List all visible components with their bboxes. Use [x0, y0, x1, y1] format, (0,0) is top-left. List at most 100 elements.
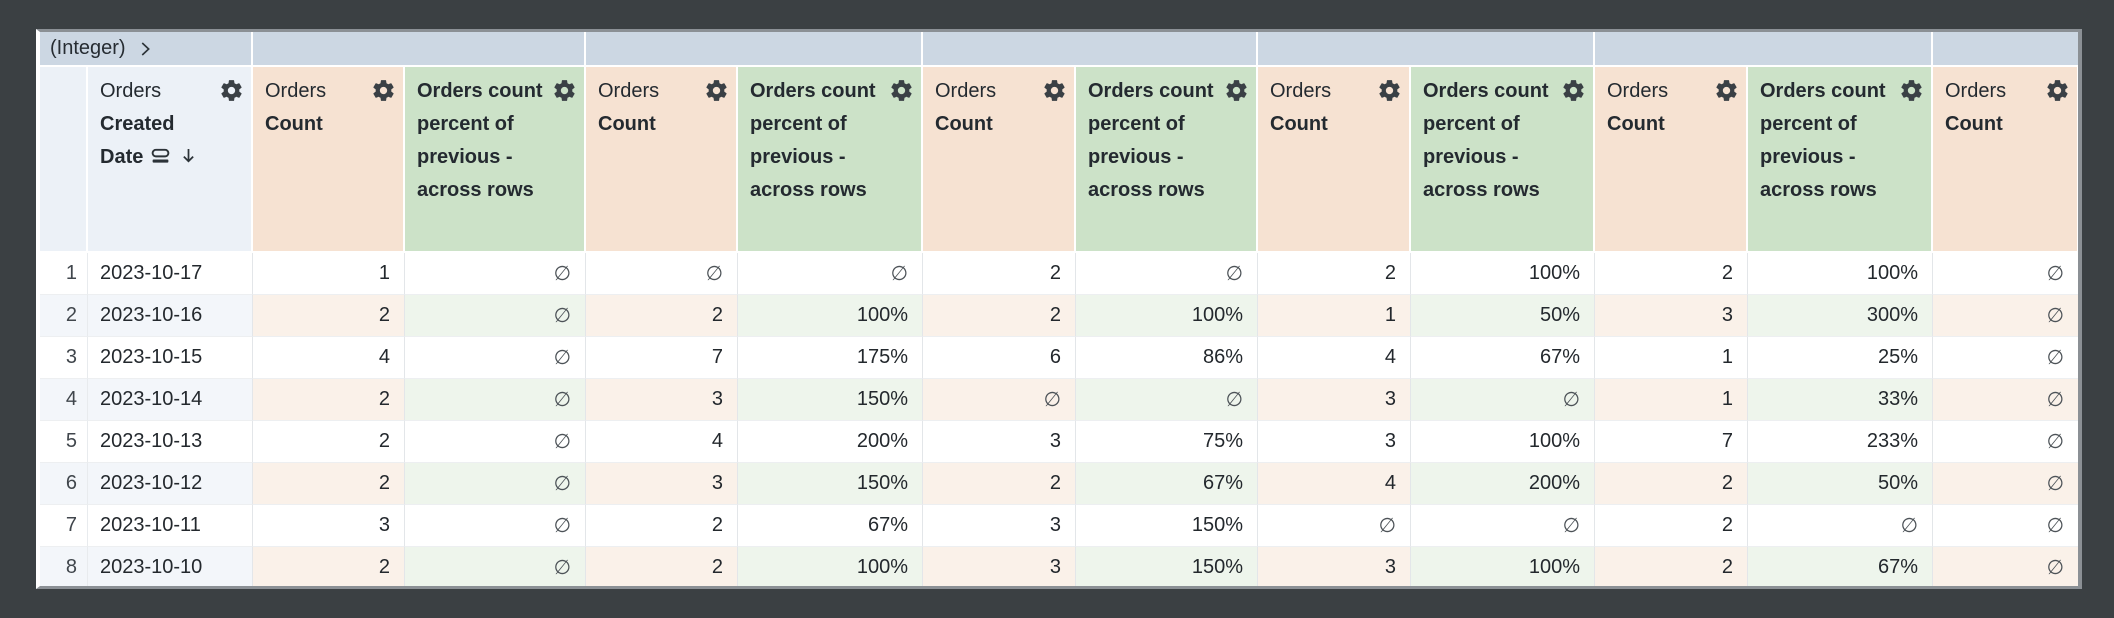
count-value-cell[interactable]: 7 [586, 337, 738, 379]
percent-value-cell[interactable]: ∅ [1411, 379, 1595, 421]
count-value-cell[interactable]: 2 [586, 547, 738, 586]
percent-value-cell[interactable]: ∅ [405, 421, 586, 463]
percent-value-cell[interactable]: ∅ [405, 295, 586, 337]
gear-icon[interactable] [371, 78, 396, 103]
count-value-cell[interactable]: ∅ [1258, 505, 1411, 547]
gear-icon[interactable] [1224, 78, 1249, 103]
count-value-cell[interactable]: 3 [923, 421, 1076, 463]
percent-value-cell[interactable]: 67% [738, 505, 923, 547]
count-value-cell[interactable]: 2 [923, 295, 1076, 337]
count-value-cell[interactable]: 3 [923, 547, 1076, 586]
percent-value-cell[interactable]: 100% [1748, 253, 1933, 295]
column-header-orders-count[interactable]: Orders Count [923, 67, 1076, 253]
count-value-cell[interactable]: 2 [253, 295, 405, 337]
count-value-cell[interactable]: 3 [1595, 295, 1748, 337]
gear-icon[interactable] [1377, 78, 1402, 103]
column-header-orders-count[interactable]: Orders Count [1933, 67, 2078, 253]
count-value-cell[interactable]: 3 [253, 505, 405, 547]
percent-value-cell[interactable]: 150% [738, 463, 923, 505]
count-value-cell[interactable]: 2 [1258, 253, 1411, 295]
percent-value-cell[interactable]: ∅ [405, 253, 586, 295]
column-header-orders-count-percent-of-previous[interactable]: Orders count percent of previous - acros… [1748, 67, 1933, 253]
count-value-cell[interactable]: 1 [1258, 295, 1411, 337]
count-value-cell[interactable]: 4 [1258, 337, 1411, 379]
count-value-cell[interactable]: 2 [1595, 463, 1748, 505]
percent-value-cell[interactable]: ∅ [405, 547, 586, 586]
count-value-cell[interactable]: 2 [923, 463, 1076, 505]
column-header-orders-count-percent-of-previous[interactable]: Orders count percent of previous - acros… [405, 67, 586, 253]
percent-value-cell[interactable]: 300% [1748, 295, 1933, 337]
percent-value-cell[interactable]: 200% [1411, 463, 1595, 505]
gear-icon[interactable] [2045, 78, 2070, 103]
count-value-cell[interactable]: ∅ [586, 253, 738, 295]
count-value-cell[interactable]: 1 [1595, 337, 1748, 379]
percent-value-cell[interactable]: 150% [738, 379, 923, 421]
column-header-orders-count[interactable]: Orders Count [1258, 67, 1411, 253]
count-value-cell[interactable]: 4 [1258, 463, 1411, 505]
count-value-cell[interactable]: ∅ [1933, 295, 2078, 337]
percent-value-cell[interactable]: 233% [1748, 421, 1933, 463]
count-value-cell[interactable]: 6 [923, 337, 1076, 379]
column-header-orders-count[interactable]: Orders Count [1595, 67, 1748, 253]
percent-value-cell[interactable]: 50% [1411, 295, 1595, 337]
gear-icon[interactable] [704, 78, 729, 103]
column-header-orders-count-percent-of-previous[interactable]: Orders count percent of previous - acros… [1411, 67, 1595, 253]
percent-value-cell[interactable]: ∅ [405, 505, 586, 547]
date-cell[interactable]: 2023-10-15 [88, 337, 253, 379]
percent-value-cell[interactable]: ∅ [738, 253, 923, 295]
count-value-cell[interactable]: 2 [1595, 547, 1748, 586]
count-value-cell[interactable]: 2 [253, 547, 405, 586]
chevron-right-icon[interactable] [134, 38, 156, 60]
count-value-cell[interactable]: ∅ [1933, 253, 2078, 295]
count-value-cell[interactable]: 2 [253, 421, 405, 463]
percent-value-cell[interactable]: ∅ [405, 379, 586, 421]
column-header-orders-count-percent-of-previous[interactable]: Orders count percent of previous - acros… [1076, 67, 1258, 253]
count-value-cell[interactable]: ∅ [1933, 505, 2078, 547]
gear-icon[interactable] [1561, 78, 1586, 103]
count-value-cell[interactable]: ∅ [1933, 421, 2078, 463]
count-value-cell[interactable]: 2 [586, 295, 738, 337]
percent-value-cell[interactable]: 150% [1076, 505, 1258, 547]
count-value-cell[interactable]: 4 [586, 421, 738, 463]
percent-value-cell[interactable]: ∅ [405, 463, 586, 505]
percent-value-cell[interactable]: 67% [1748, 547, 1933, 586]
percent-value-cell[interactable]: 100% [738, 547, 923, 586]
percent-value-cell[interactable]: 75% [1076, 421, 1258, 463]
percent-value-cell[interactable]: ∅ [1748, 505, 1933, 547]
percent-value-cell[interactable]: ∅ [405, 337, 586, 379]
count-value-cell[interactable]: ∅ [923, 379, 1076, 421]
percent-value-cell[interactable]: 50% [1748, 463, 1933, 505]
percent-value-cell[interactable]: 100% [738, 295, 923, 337]
percent-value-cell[interactable]: 100% [1411, 253, 1595, 295]
gear-icon[interactable] [552, 78, 577, 103]
percent-value-cell[interactable]: 25% [1748, 337, 1933, 379]
count-value-cell[interactable]: ∅ [1933, 463, 2078, 505]
date-cell[interactable]: 2023-10-16 [88, 295, 253, 337]
count-value-cell[interactable]: 3 [586, 463, 738, 505]
percent-value-cell[interactable]: 67% [1411, 337, 1595, 379]
percent-value-cell[interactable]: 33% [1748, 379, 1933, 421]
percent-value-cell[interactable]: 100% [1076, 295, 1258, 337]
count-value-cell[interactable]: 2 [253, 463, 405, 505]
count-value-cell[interactable]: 3 [1258, 547, 1411, 586]
count-value-cell[interactable]: 2 [253, 379, 405, 421]
percent-value-cell[interactable]: 100% [1411, 421, 1595, 463]
date-cell[interactable]: 2023-10-12 [88, 463, 253, 505]
gear-icon[interactable] [1714, 78, 1739, 103]
gear-icon[interactable] [1899, 78, 1924, 103]
count-value-cell[interactable]: 3 [1258, 421, 1411, 463]
count-value-cell[interactable]: ∅ [1933, 547, 2078, 586]
gear-icon[interactable] [1042, 78, 1067, 103]
percent-value-cell[interactable]: 150% [1076, 547, 1258, 586]
count-value-cell[interactable]: 2 [1595, 505, 1748, 547]
percent-value-cell[interactable]: 86% [1076, 337, 1258, 379]
count-value-cell[interactable]: 2 [1595, 253, 1748, 295]
date-cell[interactable]: 2023-10-13 [88, 421, 253, 463]
date-cell[interactable]: 2023-10-17 [88, 253, 253, 295]
column-header-orders-count-percent-of-previous[interactable]: Orders count percent of previous - acros… [738, 67, 923, 253]
percent-value-cell[interactable]: ∅ [1076, 253, 1258, 295]
count-value-cell[interactable]: 7 [1595, 421, 1748, 463]
date-cell[interactable]: 2023-10-14 [88, 379, 253, 421]
count-value-cell[interactable]: 2 [923, 253, 1076, 295]
percent-value-cell[interactable]: 100% [1411, 547, 1595, 586]
